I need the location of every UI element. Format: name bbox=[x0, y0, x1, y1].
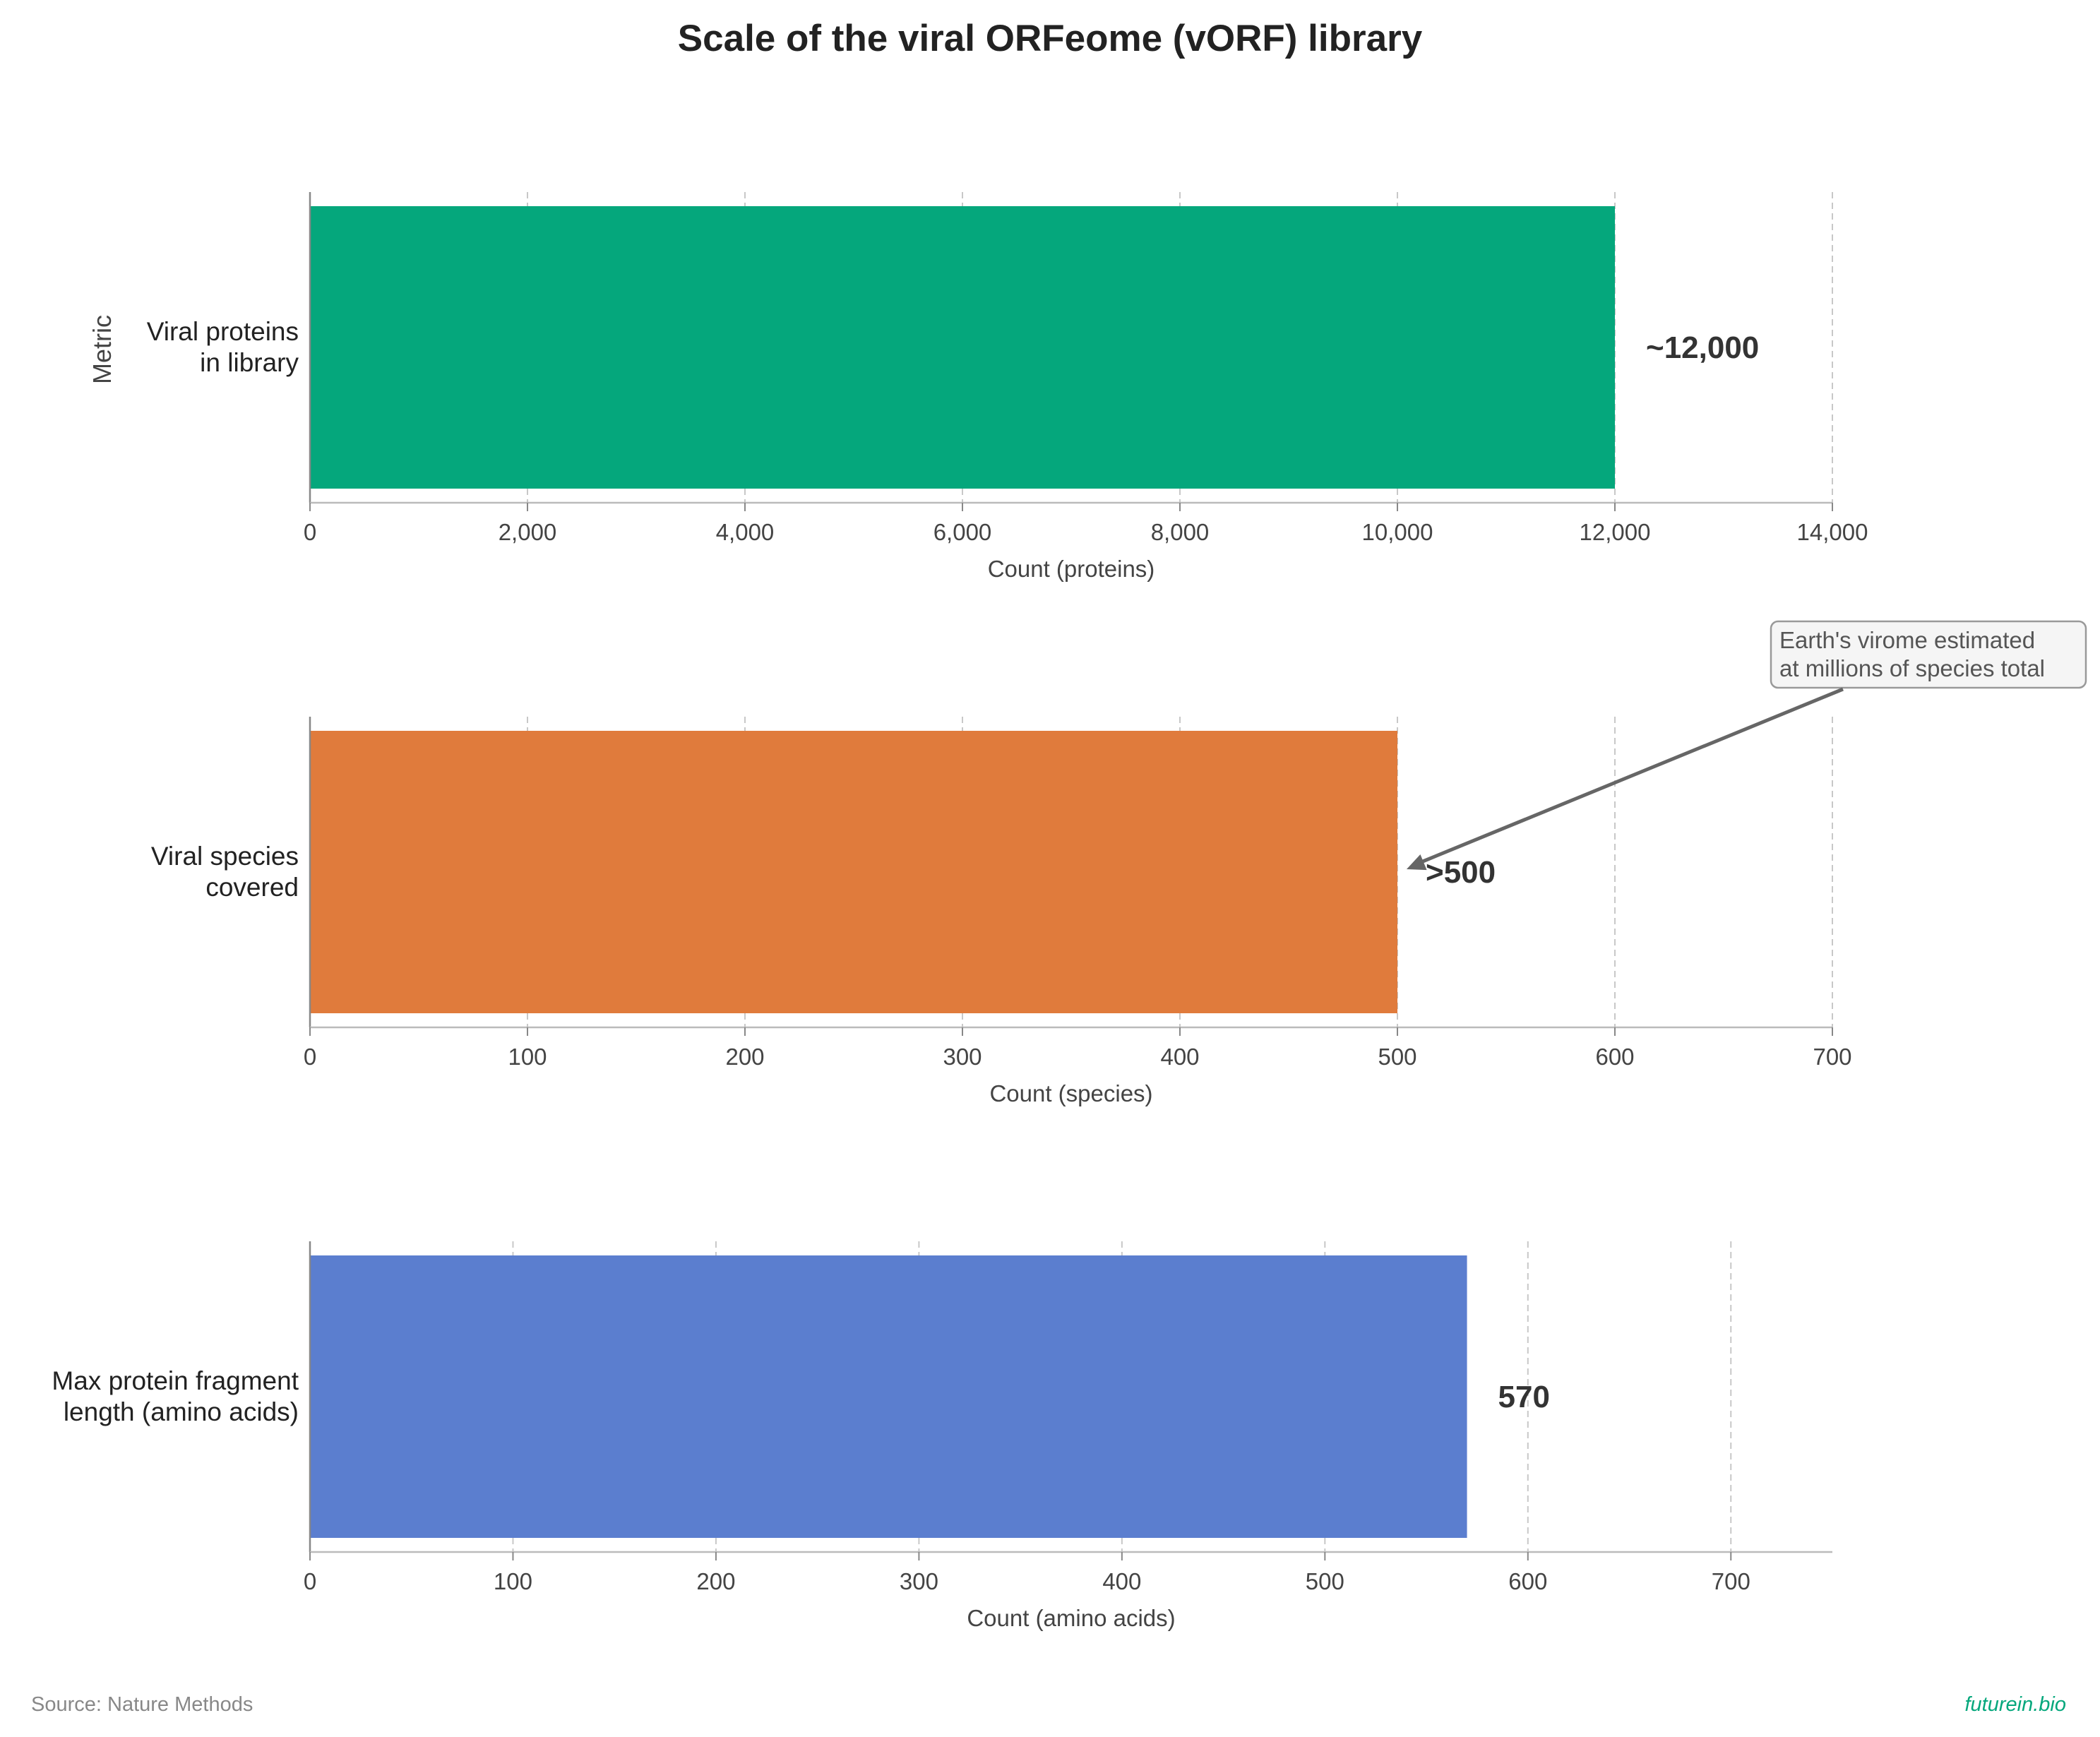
x-tick-label: 0 bbox=[304, 519, 316, 545]
annotation-box bbox=[1770, 620, 2087, 689]
bar bbox=[310, 206, 1615, 489]
category-label: Viral species bbox=[151, 842, 299, 871]
x-tick-label: 500 bbox=[1306, 1568, 1344, 1594]
annotation-arrow bbox=[1419, 687, 1844, 865]
brand-mark: futurein.bio bbox=[1965, 1693, 2067, 1716]
x-tick-label: 400 bbox=[1160, 1044, 1199, 1070]
x-tick-label: 500 bbox=[1378, 1044, 1416, 1070]
y-axis-label: Metric bbox=[88, 315, 117, 384]
x-tick-label: 10,000 bbox=[1362, 519, 1433, 545]
x-tick-label: 600 bbox=[1595, 1044, 1634, 1070]
category-label: length (amino acids) bbox=[64, 1397, 299, 1426]
x-tick-label: 300 bbox=[900, 1568, 938, 1594]
x-tick-label: 700 bbox=[1813, 1044, 1851, 1070]
x-tick-label: 200 bbox=[696, 1568, 735, 1594]
x-axis-label: Count (species) bbox=[989, 1080, 1152, 1106]
annotation-text: Earth's virome estimated bbox=[1779, 627, 2035, 653]
x-tick-label: 100 bbox=[494, 1568, 532, 1594]
x-tick-label: 2,000 bbox=[499, 519, 557, 545]
value-label: 570 bbox=[1498, 1380, 1550, 1414]
annotation-text: at millions of species total bbox=[1779, 655, 2045, 681]
x-axis-label: Count (proteins) bbox=[988, 556, 1155, 582]
category-label: in library bbox=[200, 348, 299, 377]
source-note: Source: Nature Methods bbox=[31, 1693, 253, 1716]
x-tick-label: 200 bbox=[725, 1044, 764, 1070]
panel-1: 0 2,000 4,000 6,000 8,000 10,000 12,000 14,000 C… bbox=[147, 192, 1868, 582]
x-tick-label: 400 bbox=[1102, 1568, 1141, 1594]
x-tick-label: 0 bbox=[304, 1568, 316, 1594]
bar bbox=[310, 731, 1397, 1013]
category-label: Max protein fragment bbox=[52, 1366, 299, 1395]
x-tick-label: 300 bbox=[943, 1044, 982, 1070]
x-tick-label: 4,000 bbox=[716, 519, 775, 545]
panel-2: 0 100 200 300 400 500 600 700 Count (species) Vir… bbox=[151, 620, 2087, 1106]
x-tick-label: 600 bbox=[1508, 1568, 1547, 1594]
bar bbox=[310, 1255, 1467, 1538]
x-tick-label: 6,000 bbox=[933, 519, 992, 545]
value-label: >500 bbox=[1426, 855, 1496, 890]
panel-3: 0 100 200 300 400 500 600 700 Count (amino acids… bbox=[52, 1241, 1832, 1631]
x-axis-label: Count (amino acids) bbox=[967, 1605, 1175, 1631]
x-tick-label: 700 bbox=[1712, 1568, 1750, 1594]
chart-title: Scale of the viral ORFeome (vORF) librar… bbox=[678, 18, 1423, 59]
x-tick-label: 8,000 bbox=[1151, 519, 1210, 545]
category-label: Viral proteins bbox=[147, 317, 299, 346]
chart-panels: 0 2,000 4,000 6,000 8,000 10,000 12,000 14,000 C… bbox=[52, 192, 2087, 1631]
annotation-arrowhead bbox=[1407, 854, 1427, 871]
x-tick-label: 0 bbox=[304, 1044, 316, 1070]
x-tick-label: 12,000 bbox=[1580, 519, 1651, 545]
category-label: covered bbox=[205, 873, 299, 902]
value-label: ~12,000 bbox=[1646, 330, 1759, 365]
x-tick-label: 100 bbox=[508, 1044, 547, 1070]
x-tick-label: 14,000 bbox=[1797, 519, 1868, 545]
